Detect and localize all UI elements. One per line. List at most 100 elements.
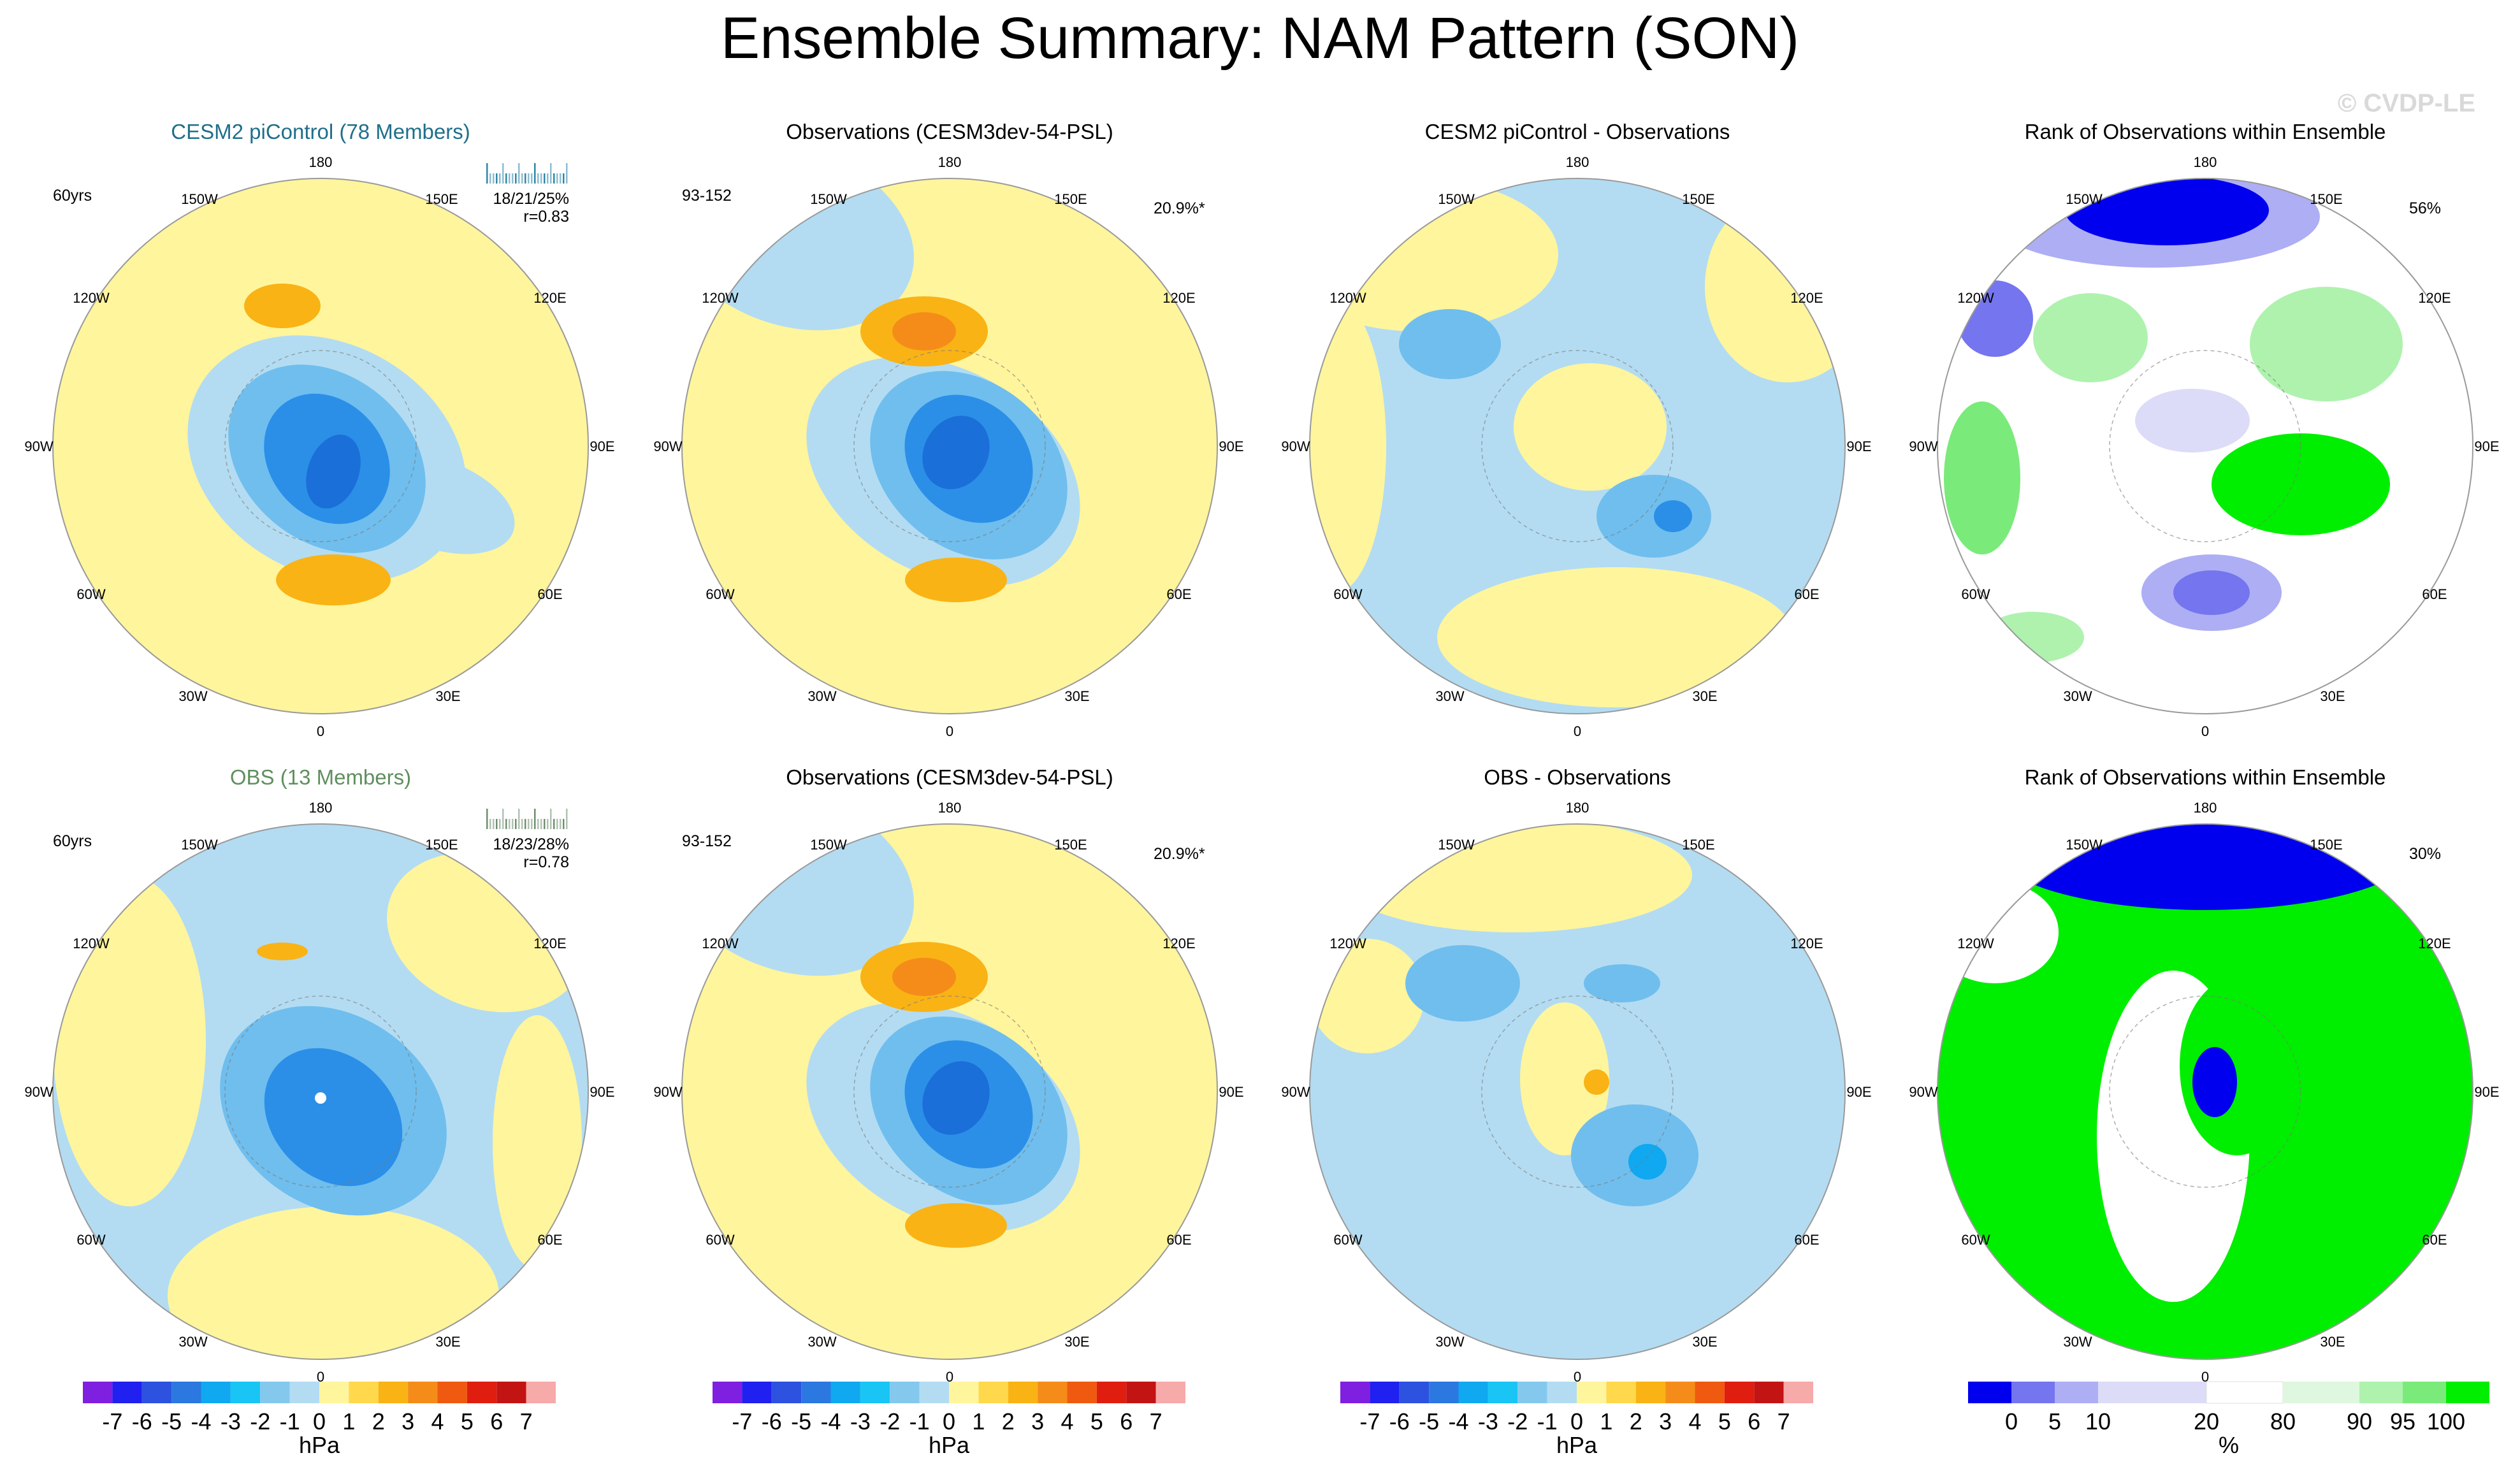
member-tick: [493, 173, 495, 184]
rank-high-region: [2250, 287, 2403, 401]
member-tick: [505, 173, 507, 184]
lon-label: 150E: [1682, 837, 1714, 853]
colorbar-unit: hPa: [929, 1432, 970, 1458]
member-tick: [518, 163, 520, 184]
coastline-sketch: [2109, 350, 2301, 542]
colorbar-swatch: [1635, 1382, 1666, 1403]
colorbar-tick-label: -3: [1478, 1408, 1498, 1434]
lon-label: 60E: [2422, 1232, 2447, 1248]
member-tick: [531, 173, 533, 184]
colorbar-swatch: [349, 1382, 379, 1403]
colorbar-tick-label: 90: [2347, 1408, 2372, 1434]
colorbar-swatch: [230, 1382, 261, 1403]
negative-center: [264, 1048, 403, 1187]
pattern-stat: 18/21/25%: [493, 190, 569, 208]
lon-label: 0: [317, 1369, 324, 1385]
member-tick: [486, 809, 488, 829]
lon-label: 60E: [1794, 586, 1819, 602]
panel-title: CESM2 piControl (78 Members): [171, 120, 470, 143]
map-panel: CESM2 piControl (78 Members) 180 150E 120E 9…: [24, 120, 614, 739]
lon-label: 0: [946, 1369, 953, 1385]
colorbar-swatch: [2055, 1382, 2098, 1403]
colorbar-tick-label: 10: [2085, 1408, 2111, 1434]
lon-label: 30W: [2063, 688, 2092, 704]
member-tick: [553, 819, 555, 829]
member-tick: [525, 819, 526, 829]
colorbar-swatch: [2098, 1382, 2206, 1403]
positive-region: [493, 1015, 582, 1270]
map-border: [52, 823, 589, 1360]
colorbar-swatch: [1038, 1382, 1068, 1403]
colorbar-swatch: [919, 1382, 949, 1403]
lon-label: 0: [2201, 1369, 2209, 1385]
lon-label: 60W: [706, 1232, 734, 1248]
colorbar-tick-label: 4: [1061, 1408, 1073, 1434]
colorbar-tick-label: -4: [820, 1408, 841, 1434]
colorbar-swatch: [1547, 1382, 1577, 1403]
lon-label: 120E: [533, 290, 566, 306]
map-disk: [1310, 824, 1845, 1359]
member-tick: [528, 819, 530, 829]
colorbar-tick-label: -7: [102, 1408, 122, 1434]
lon-label: 60E: [1794, 1232, 1819, 1248]
lon-label: 180: [938, 154, 962, 170]
colorbar-swatch: [1399, 1382, 1430, 1403]
map-border: [1937, 178, 2473, 714]
member-tick: [528, 173, 530, 184]
map-disk: [1937, 178, 2473, 714]
panel-title: CESM2 piControl - Observations: [1425, 120, 1730, 143]
colorbar-tick-label: 95: [2390, 1408, 2415, 1434]
map-border: [681, 178, 1218, 714]
coastline-sketch: [1481, 350, 1674, 542]
positive-region: [1514, 363, 1667, 491]
lon-label: 60E: [537, 586, 562, 602]
map-panel: Rank of Observations within Ensemble 180 1…: [1909, 765, 2499, 1385]
positive-region: [1437, 567, 1794, 707]
colorbar-swatch: [1155, 1382, 1185, 1403]
negative-peak: [922, 1061, 990, 1135]
colorbar-tick-label: 2: [372, 1408, 385, 1434]
colorbar-tick-label: 3: [1031, 1408, 1044, 1434]
colorbar-tick-label: 4: [431, 1408, 444, 1434]
lon-label: 180: [309, 154, 333, 170]
coastline-sketch: [224, 350, 417, 542]
lon-label: 60W: [1333, 1232, 1362, 1248]
lon-label: 120W: [73, 290, 110, 306]
lon-label: 120W: [702, 936, 739, 951]
lon-label: 90E: [1846, 1084, 1871, 1100]
colorbar-tick-label: 6: [1748, 1408, 1760, 1434]
lon-label: 30W: [1435, 1334, 1464, 1350]
colorbar-tick-label: 2: [1630, 1408, 1642, 1434]
colorbar-unit: hPa: [1556, 1432, 1598, 1458]
colorbar-swatch: [1754, 1382, 1784, 1403]
rank-high-region: [2033, 293, 2148, 382]
coastline-sketch: [853, 995, 1046, 1188]
lon-label: 30E: [2320, 1334, 2345, 1350]
positive-core: [276, 554, 391, 605]
positive-core: [257, 943, 308, 960]
lon-label: 60W: [1961, 586, 1990, 602]
map-disk: [53, 824, 588, 1359]
colorbar-tick-label: 4: [1688, 1408, 1701, 1434]
lon-label: 120W: [1329, 290, 1366, 306]
lon-label: 90E: [1219, 438, 1243, 454]
lon-label: 90E: [590, 1084, 614, 1100]
colorbar-swatch: [83, 1382, 113, 1403]
colorbar-swatch: [1968, 1382, 2011, 1403]
colorbar-tick-label: -7: [732, 1408, 752, 1434]
colorbar-swatch: [1429, 1382, 1459, 1403]
period-label: 93-152: [682, 832, 732, 850]
colorbar-swatch: [437, 1382, 467, 1403]
colorbar-tick-label: -2: [1507, 1408, 1528, 1434]
colorbar-tick-label: 100: [2427, 1408, 2465, 1434]
colorbar-tick-label: -6: [132, 1408, 152, 1434]
member-tick: [512, 173, 514, 184]
rank-lowest-region: [2065, 178, 2269, 245]
member-tick: [502, 809, 504, 829]
lon-label: 60W: [1333, 586, 1362, 602]
colorbar-swatch: [289, 1382, 319, 1403]
member-tick: [496, 173, 498, 184]
member-tick: [544, 173, 546, 184]
map-border: [681, 823, 1218, 1360]
member-tick: [499, 819, 501, 829]
